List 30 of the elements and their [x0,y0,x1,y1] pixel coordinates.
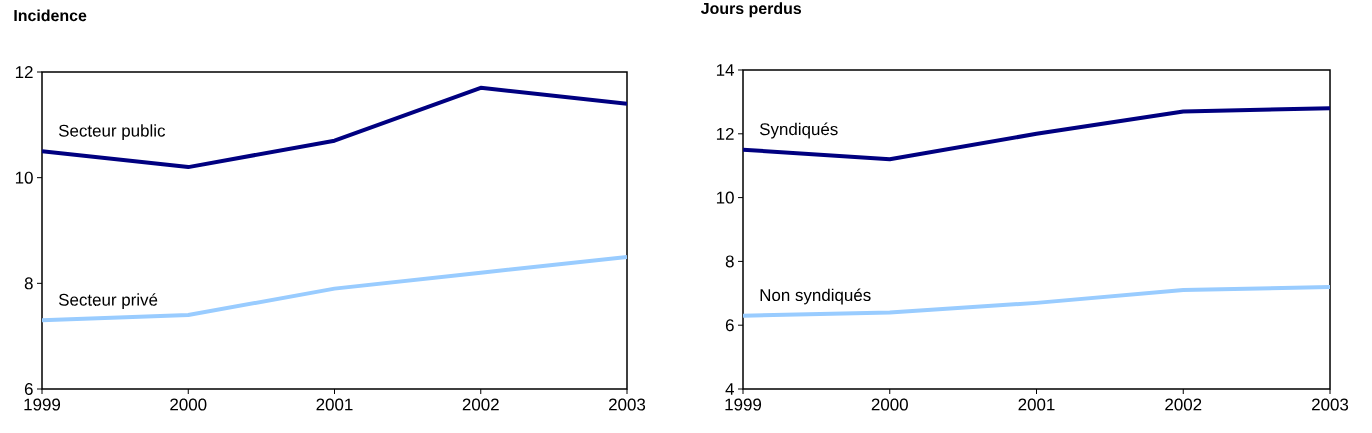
x-tick-label: 2000 [170,398,207,411]
x-tick-label: 2002 [462,398,499,411]
x-tick-label: 2001 [316,398,353,411]
y-tick-label: 8 [24,277,33,290]
y-tick-label: 4 [725,383,734,395]
y-tick-label: 8 [725,255,734,268]
y-tick-label: 6 [24,383,33,395]
x-tick-label: 2003 [609,398,646,411]
series-label: Non syndiqués [760,288,871,305]
y-tick-label: 12 [716,127,734,140]
chart-title: Jours perdus [700,2,802,18]
series-label: Secteur public [58,124,166,141]
y-tick-label: 6 [725,319,734,332]
y-tick-label: 14 [716,64,734,76]
x-tick-label: 2000 [871,398,908,411]
line-series [743,284,1331,318]
line-series [42,254,627,323]
y-tick-label: 12 [15,66,33,78]
x-tick-label: 2003 [1312,398,1349,411]
y-tick-label: 10 [716,191,734,204]
line-series [42,85,627,170]
x-tick-label: 2001 [1018,398,1055,411]
x-tick-label: 2002 [1165,398,1202,411]
series-label: Syndiqués [759,122,838,139]
line-series [743,106,1331,162]
x-tick-label: 1999 [24,398,61,411]
x-tick-label: 1999 [725,398,762,411]
series-label: Secteur privé [58,293,158,310]
y-tick-label: 10 [15,171,33,184]
chart-title: Incidence [14,9,87,22]
